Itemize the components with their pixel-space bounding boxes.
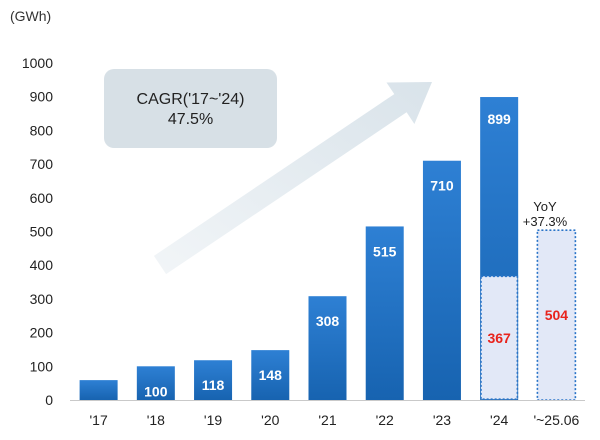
yoy-value: +37.3% xyxy=(523,214,568,229)
bar-highlight-segment xyxy=(480,275,519,401)
y-tick-label: 900 xyxy=(30,89,54,105)
yoy-title: YoY xyxy=(533,199,557,214)
y-tick-label: 1000 xyxy=(22,55,53,71)
y-tick-label: 700 xyxy=(30,156,54,172)
bar-value-label: 118 xyxy=(202,377,225,393)
bar-value-label: 308 xyxy=(316,313,340,329)
bar xyxy=(79,380,118,400)
x-tick-label: '23 xyxy=(433,412,451,428)
bar-value-label: 504 xyxy=(545,307,569,323)
trend-arrow-shape xyxy=(153,82,432,275)
bar-value-label: 515 xyxy=(373,243,397,259)
bar xyxy=(136,366,175,400)
bar-partial xyxy=(536,229,577,401)
x-axis: '17 '18 '19 '20 '21 '22 '23 '24 '~25.06 xyxy=(70,400,585,428)
cagr-title: CAGR('17~'24) xyxy=(137,91,245,108)
bar xyxy=(365,226,404,400)
cagr-box xyxy=(104,69,277,148)
y-tick-label: 600 xyxy=(30,190,54,206)
bar-value-label: 59 xyxy=(91,397,107,413)
x-tick-label: '21 xyxy=(318,412,336,428)
x-tick-label: '17 xyxy=(89,412,107,428)
x-tick-label: '22 xyxy=(376,412,394,428)
bar-value-label: 710 xyxy=(430,178,454,194)
bar-value-label: 100 xyxy=(144,383,168,399)
bar-value-label: 148 xyxy=(259,367,283,383)
x-tick-label: '18 xyxy=(147,412,165,428)
bar xyxy=(308,296,347,400)
y-tick-label: 200 xyxy=(30,325,54,341)
x-tick-label: '24 xyxy=(490,412,508,428)
cagr-value: 47.5% xyxy=(168,111,213,128)
bar xyxy=(194,360,233,400)
y-tick-label: 0 xyxy=(45,392,53,408)
bar-value-label: 899 xyxy=(487,111,511,127)
cagr-note: CAGR('17~'24) 47.5% xyxy=(104,69,277,148)
x-tick-label: '~25.06 xyxy=(533,412,579,428)
bar-highlight-label: 367 xyxy=(487,330,511,346)
x-tick-label: '20 xyxy=(261,412,279,428)
x-tick-label: '19 xyxy=(204,412,222,428)
trend-arrow xyxy=(153,82,432,275)
y-axis: 0 100 200 300 400 500 600 700 800 900 1000 xyxy=(22,55,53,408)
y-tick-label: 100 xyxy=(30,358,54,374)
yoy-note: YoY +37.3% xyxy=(523,199,568,229)
bar xyxy=(422,160,461,400)
y-tick-label: 300 xyxy=(30,291,54,307)
unit-label: (GWh) xyxy=(10,8,51,24)
y-tick-label: 500 xyxy=(30,224,54,240)
bar xyxy=(251,350,290,400)
y-tick-label: 400 xyxy=(30,257,54,273)
y-tick-label: 800 xyxy=(30,122,54,138)
bars: 59 100 118 148 308 515 710 899 367 504 xyxy=(79,97,577,413)
